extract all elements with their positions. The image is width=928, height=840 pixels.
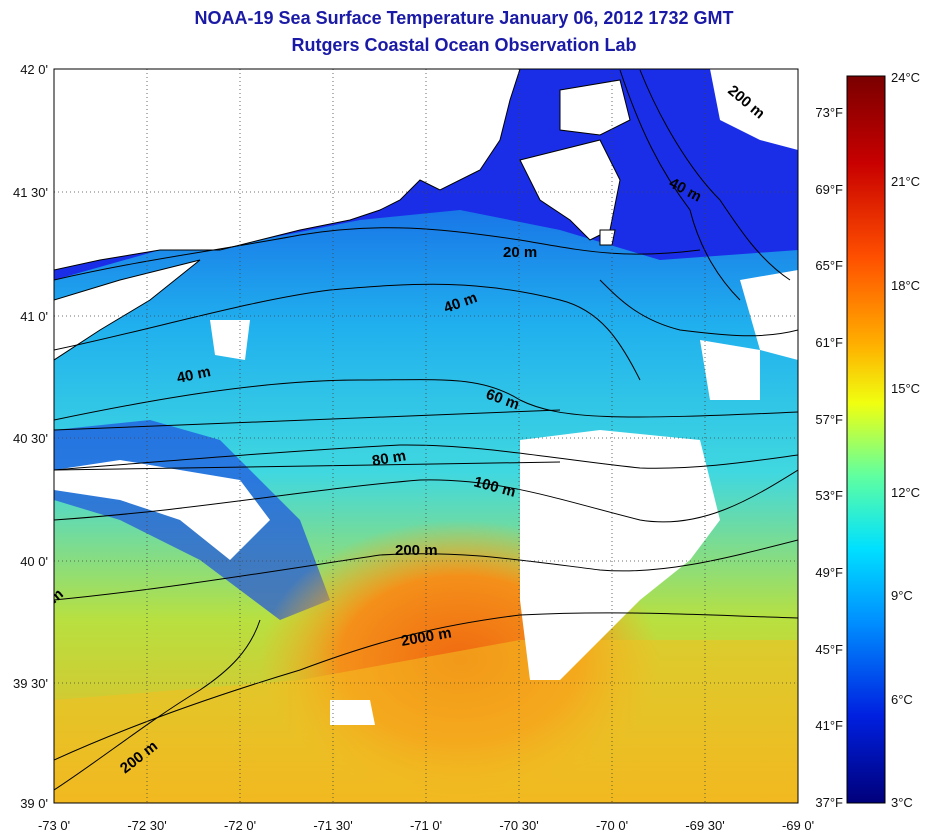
celsius-label: 21°C	[891, 174, 920, 189]
celsius-label: 6°C	[891, 692, 913, 707]
map-frame	[53, 68, 799, 804]
lon-label: -70 0'	[596, 818, 628, 833]
fahrenheit-label: 53°F	[815, 488, 843, 503]
celsius-label: 24°C	[891, 70, 920, 85]
celsius-label: 12°C	[891, 485, 920, 500]
fahrenheit-label: 41°F	[815, 718, 843, 733]
fahrenheit-label: 69°F	[815, 182, 843, 197]
fahrenheit-label: 61°F	[815, 335, 843, 350]
fahrenheit-label: 49°F	[815, 565, 843, 580]
lon-label: -71 0'	[410, 818, 442, 833]
contour-label: 80 m	[371, 447, 408, 470]
fahrenheit-label: 65°F	[815, 258, 843, 273]
map-subtitle: Rutgers Coastal Ocean Observation Lab	[291, 35, 637, 55]
longitude-axis: -73 0' -72 30' -72 0' -71 30' -71 0' -70…	[38, 818, 814, 833]
lat-label: 39 0'	[20, 796, 48, 811]
contour-label: 200 m	[395, 542, 438, 559]
lat-label: 40 0'	[20, 554, 48, 569]
lat-label: 40 30'	[13, 431, 48, 446]
lon-label: -69 30'	[685, 818, 724, 833]
celsius-label: 9°C	[891, 588, 913, 603]
fahrenheit-label: 73°F	[815, 105, 843, 120]
colorbar: 24°C 21°C 18°C 15°C 12°C 9°C 6°C 3°C 73°…	[815, 70, 920, 810]
fahrenheit-label: 37°F	[815, 795, 843, 810]
contour-label: 40 m	[175, 363, 212, 387]
contour-label: 20 m	[503, 244, 537, 261]
lon-label: -72 0'	[224, 818, 256, 833]
colorbar-gradient	[846, 75, 886, 804]
map-title: NOAA-19 Sea Surface Temperature January …	[194, 8, 734, 28]
lon-label: -69 0'	[782, 818, 814, 833]
lon-label: -72 30'	[127, 818, 166, 833]
lon-label: -73 0'	[38, 818, 70, 833]
graticule	[54, 69, 798, 803]
lat-label: 41 0'	[20, 309, 48, 324]
celsius-label: 3°C	[891, 795, 913, 810]
fahrenheit-label: 57°F	[815, 412, 843, 427]
lat-label: 39 30'	[13, 676, 48, 691]
fahrenheit-label: 45°F	[815, 642, 843, 657]
latitude-axis: 42 0' 41 30' 41 0' 40 30' 40 0' 39 30' 3…	[13, 62, 48, 811]
lat-label: 41 30'	[13, 185, 48, 200]
sst-field: 200 m 40 m 20 m 40 m 40 m 60 m 80 m 100 …	[54, 69, 798, 803]
bathymetry-contours	[54, 69, 798, 791]
lon-label: -71 30'	[313, 818, 352, 833]
lat-label: 42 0'	[20, 62, 48, 77]
celsius-label: 18°C	[891, 278, 920, 293]
celsius-label: 15°C	[891, 381, 920, 396]
lon-label: -70 30'	[499, 818, 538, 833]
